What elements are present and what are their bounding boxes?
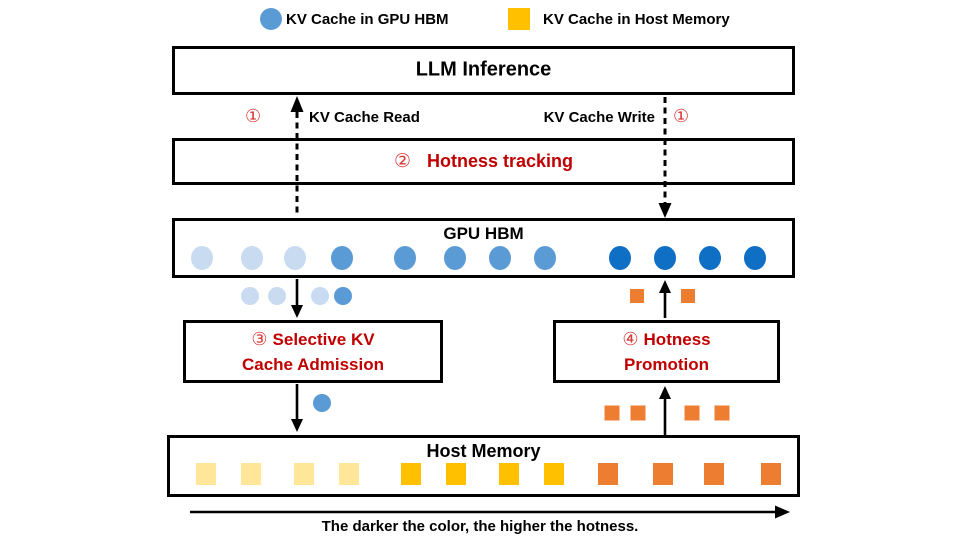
gpu-hbm-box: GPU HBM [172,218,795,278]
legend-label-host-memory: KV Cache in Host Memory [543,10,730,28]
admission-to-host-arrow [291,384,303,432]
selective-admission-line1: Selective KV [272,329,375,349]
hotness-caption: The darker the color, the higher the hot… [321,518,639,535]
yellow-square-icon [508,8,530,30]
host-memory-title: Host Memory [426,441,541,461]
admission-inflow-dot [334,287,352,305]
step-2-number: ② [393,151,411,172]
write-step-number: ① [673,106,690,126]
llm-inference-box: LLM Inference [172,46,795,95]
selective-admission-box: ③ Selective KV Cache Admission [183,320,443,383]
read-step-number: ① [245,106,262,126]
hotness-tracking-title: Hotness tracking [427,151,574,171]
llm-inference-title: LLM Inference [415,58,552,81]
hotness-promotion-line2: Promotion [624,354,709,374]
legend-label-gpu-hbm: KV Cache in GPU HBM [286,10,449,28]
promotion-to-gpu-arrow [659,280,671,318]
kv-cache-write-label: KV Cache Write [543,109,655,126]
admitted-kv-dot [313,394,331,412]
admission-inflow-dot [268,287,286,305]
admission-inflow-dot [241,287,259,305]
promotion-candidate-square [684,405,700,421]
host-memory-box: Host Memory [167,435,800,497]
promotion-candidate-square [714,405,730,421]
gpu-to-admission-arrow [291,279,303,318]
step-3-number: ③ [251,328,268,349]
legend-item-host-memory: KV Cache in Host Memory [508,7,730,31]
promotion-inflow-square [681,289,695,303]
promotion-candidate-square [604,405,620,421]
kv-cache-read-label: KV Cache Read [309,109,420,126]
step-4-number: ④ [622,328,639,349]
admission-inflow-dot [311,287,329,305]
blue-circle-icon [260,8,282,30]
hotness-promotion-box: ④ Hotness Promotion [553,320,780,383]
hotness-axis-arrow [190,505,790,519]
selective-admission-line2: Cache Admission [241,354,385,374]
hotness-promotion-line1: Hotness [643,329,711,349]
legend-item-gpu-hbm: KV Cache in GPU HBM [260,7,449,31]
host-to-promotion-arrow [659,386,671,436]
gpu-hbm-title: GPU HBM [443,224,524,243]
hotness-tracking-box: ② Hotness tracking [172,138,795,185]
promotion-inflow-square [630,289,644,303]
promotion-candidate-square [630,405,646,421]
